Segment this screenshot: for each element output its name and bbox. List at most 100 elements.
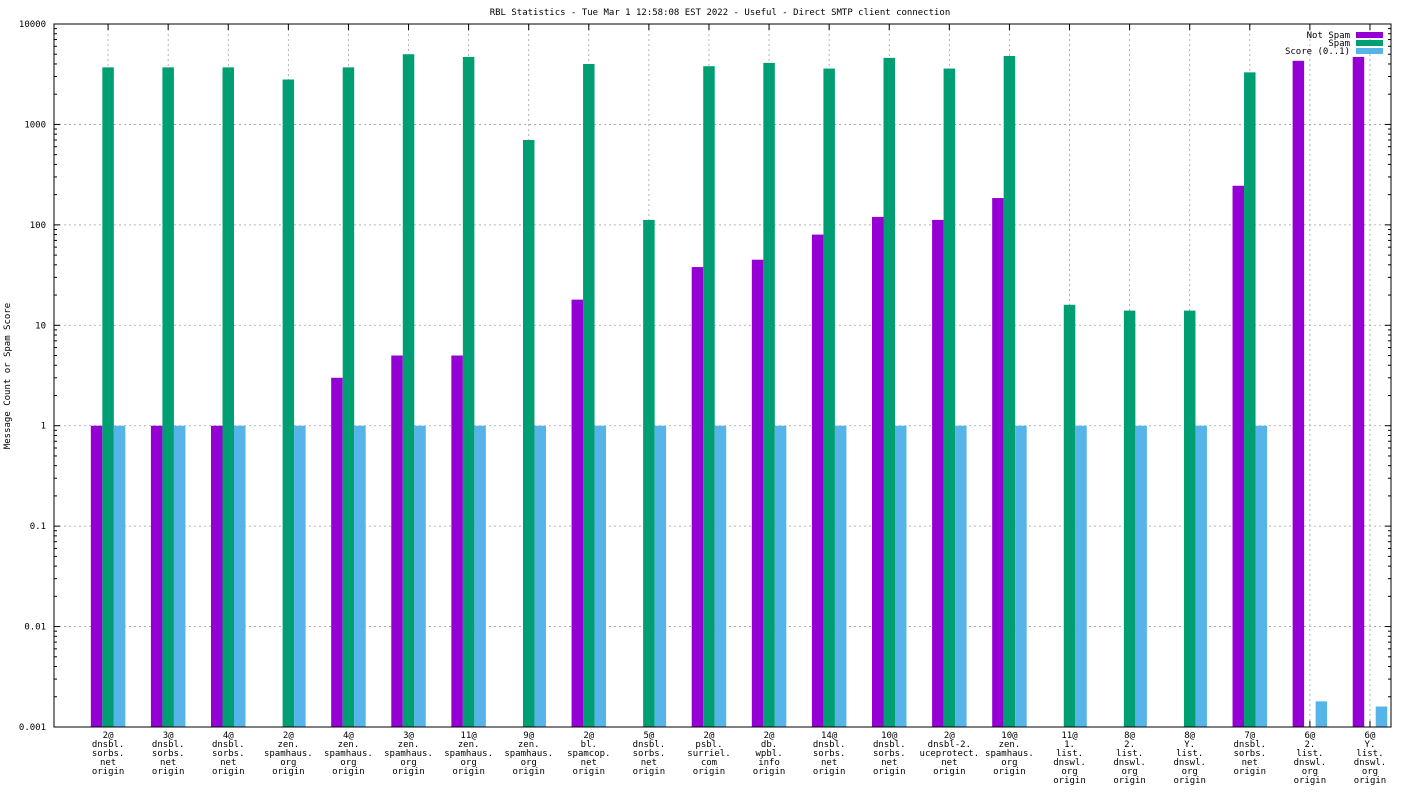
y-tick-label: 10000 [19,20,46,30]
x-category-label-line: origin [693,767,726,777]
x-category-label-line: org [1061,767,1077,777]
x-category-label: 2@ dnsbl-2. uceprotect. net origin [920,731,980,777]
x-category-label-line: spamhaus. [985,749,1034,759]
bar-spam [823,68,835,727]
x-category-label-line: 3@ [403,731,414,741]
x-category-label: 11@ 1. list. dnswl. org origin [1053,731,1086,786]
bar-spam [643,219,655,727]
x-category-label-line: Y. [1365,740,1376,750]
bars [90,54,1388,728]
x-category-label-line: wpbl. [756,749,783,759]
bar-spam [402,54,415,728]
y-tick-label: 1000 [24,120,46,130]
x-category-label-line: 2@ [944,731,955,741]
x-category-label-line: Y. [1184,740,1195,750]
x-category-label-line: origin [1234,767,1267,777]
bar-not-spam [90,425,103,727]
x-category-label-line: net [941,758,957,768]
bar-not-spam [331,377,343,727]
x-category-label-line: 5@ [643,731,654,741]
bar-spam [583,63,595,728]
x-category-label: 8@ Y. list. dnswl. org origin [1173,731,1206,786]
legend-swatch [1356,48,1383,54]
bar-not-spam [211,425,223,727]
bar-score-0-1 [534,425,546,727]
bar-score-0-1 [234,425,246,727]
x-category-label-line: 4@ [343,731,354,741]
bar-not-spam [871,216,884,727]
x-category-label: 4@ dnsbl. sorbs. net origin [212,731,245,777]
x-category-label-line: org [1182,767,1198,777]
x-category-label-line: origin [753,767,786,777]
bar-not-spam [451,355,463,727]
legend-label: Score (0..1) [1285,47,1350,57]
x-category-label-line: origin [993,767,1026,777]
x-category-label-line: origin [1113,776,1146,786]
bar-score-0-1 [173,425,186,727]
x-category-label-line: org [400,758,416,768]
x-category-label-line: origin [873,767,906,777]
bar-score-0-1 [1195,425,1207,727]
legend-swatch [1356,32,1383,38]
x-category-label-line: zen. [278,740,300,750]
x-category-label-line: zen. [458,740,480,750]
x-category-label-line: 1. [1064,740,1075,750]
x-category-label-line: dnswl. [1113,758,1146,768]
x-category-label: 3@ zen. spamhaus. org origin [384,731,433,777]
x-category-label-line: info [758,758,780,768]
x-category-label-line: dnsbl. [873,740,906,750]
x-category-label-line: origin [1294,776,1327,786]
x-category-label-line: origin [1173,776,1206,786]
x-category-label-line: net [1242,758,1258,768]
x-category-label-line: uceprotect. [920,749,980,759]
x-category-label: 4@ zen. spamhaus. org origin [324,731,373,777]
x-category-label-line: org [521,758,537,768]
bar-score-0-1 [1015,425,1027,727]
bar-spam [162,67,174,728]
x-category-label: 10@ zen. spamhaus. org origin [985,731,1034,777]
x-category-label-line: com [701,758,717,768]
bar-spam [342,67,355,728]
x-category-label: 2@ psbl. surriel. com origin [687,731,730,777]
bar-score-0-1 [774,425,787,727]
y-tick-label: 0.01 [24,623,46,633]
x-category-label-line: net [581,758,597,768]
x-category-label: 2@ zen. spamhaus. org origin [264,731,313,777]
bar-score-0-1 [834,425,847,727]
y-tick-label: 10 [35,321,46,331]
x-category-label-line: zen. [999,740,1021,750]
x-category-label-line: list. [1056,749,1083,759]
x-category-label: 8@ 2. list. dnswl. org origin [1113,731,1146,786]
x-category-label-line: 14@ [821,731,838,741]
bar-score-0-1 [955,425,967,727]
bar-score-0-1 [1135,425,1147,727]
x-category-label: 5@ dnsbl. sorbs. net origin [633,731,666,777]
bar-not-spam [150,425,163,727]
x-category-label: 14@ dnsbl. sorbs. net origin [813,731,846,777]
x-category-label-line: spamhaus. [504,749,553,759]
x-category-label-line: list. [1116,749,1143,759]
bar-spam [1123,310,1136,727]
x-category-label-line: dnsbl. [1234,740,1267,750]
x-category-label-line: dnswl. [1294,758,1327,768]
x-category-label: 2@ dnsbl. sorbs. net origin [92,731,125,777]
x-category-label: 6@ 2. list. dnswl. org origin [1294,731,1327,786]
x-category-label-line: zen. [398,740,420,750]
bar-not-spam [1352,56,1365,728]
x-category-label-line: list. [1176,749,1203,759]
x-category-label-line: psbl. [695,740,722,750]
x-category-label-line: 2@ [283,731,294,741]
legend-swatch [1356,40,1383,46]
bar-not-spam [1292,60,1305,727]
x-category-label-line: dnsbl-2. [928,740,971,750]
bar-score-0-1 [294,425,306,727]
bar-score-0-1 [354,425,366,727]
bar-score-0-1 [113,425,126,727]
bar-spam [763,62,775,727]
x-category-label-line: origin [212,767,245,777]
x-category-label-line: net [641,758,657,768]
x-category-label-line: spamhaus. [324,749,373,759]
